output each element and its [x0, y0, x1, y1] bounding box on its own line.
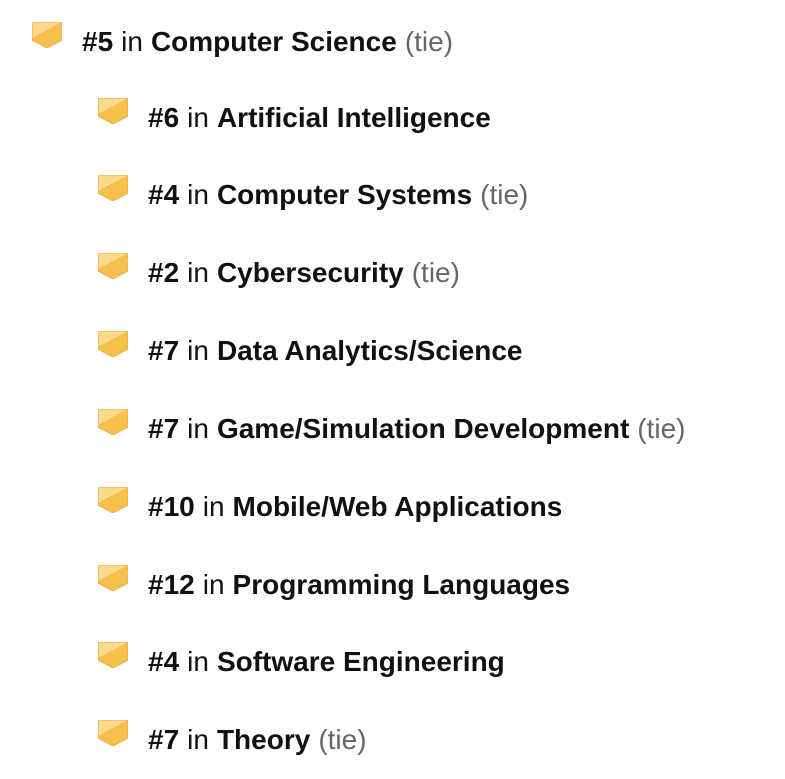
- category-link[interactable]: Computer Science: [150, 26, 397, 57]
- in-label: in: [187, 179, 209, 210]
- in-label: in: [187, 257, 209, 288]
- in-label: in: [187, 335, 209, 366]
- rank-number: #5: [82, 26, 114, 57]
- tie-label: (tie): [318, 724, 367, 755]
- rank-number: #7: [148, 413, 180, 444]
- in-label: in: [187, 724, 209, 755]
- ranking-badge-icon: [98, 331, 128, 357]
- ranking-item: #6 in Artificial Intelligence: [98, 98, 491, 138]
- category-link[interactable]: Programming Languages: [232, 569, 571, 600]
- ranking-item: #4 in Computer Systems (tie): [98, 175, 528, 215]
- ranking-item: #5 in Computer Science (tie): [32, 22, 453, 62]
- category-link[interactable]: Theory: [216, 724, 311, 755]
- ranking-badge-icon: [98, 642, 128, 668]
- rank-number: #4: [148, 179, 180, 210]
- category-link[interactable]: Mobile/Web Applications: [232, 491, 563, 522]
- category-link[interactable]: Software Engineering: [216, 646, 505, 677]
- in-label: in: [187, 646, 209, 677]
- tie-label: (tie): [404, 26, 454, 57]
- ranking-badge-icon: [98, 409, 128, 435]
- ranking-badge-icon: [98, 487, 128, 513]
- in-label: in: [187, 102, 209, 133]
- in-label: in: [202, 569, 225, 600]
- in-label: in: [121, 26, 143, 57]
- category-link[interactable]: Cybersecurity: [216, 257, 404, 288]
- ranking-badge-icon: [32, 22, 62, 48]
- tie-label: (tie): [637, 413, 686, 444]
- ranking-item: #7 in Theory (tie): [98, 720, 367, 760]
- rank-number: #4: [148, 646, 180, 677]
- ranking-item: #7 in Data Analytics/Science: [98, 331, 523, 371]
- tie-label: (tie): [411, 257, 460, 288]
- ranking-badge-icon: [98, 253, 128, 279]
- ranking-item: #2 in Cybersecurity (tie): [98, 253, 460, 293]
- in-label: in: [202, 491, 225, 522]
- ranking-item: #10 in Mobile/Web Applications: [98, 487, 562, 527]
- rank-number: #7: [148, 724, 180, 755]
- rank-number: #10: [148, 491, 195, 522]
- ranking-badge-icon: [98, 565, 128, 591]
- ranking-badge-icon: [98, 98, 128, 124]
- ranking-badge-icon: [98, 175, 128, 201]
- category-link[interactable]: Artificial Intelligence: [216, 102, 491, 133]
- rank-number: #2: [148, 257, 180, 288]
- category-link[interactable]: Data Analytics/Science: [216, 335, 523, 366]
- category-link[interactable]: Game/Simulation Development: [216, 413, 630, 444]
- ranking-item: #7 in Game/Simulation Development (tie): [98, 409, 686, 449]
- ranking-item: #12 in Programming Languages: [98, 565, 570, 605]
- rank-number: #12: [148, 569, 195, 600]
- ranking-badge-icon: [98, 720, 128, 746]
- tie-label: (tie): [480, 179, 529, 210]
- category-link[interactable]: Computer Systems: [216, 179, 473, 210]
- rank-number: #7: [148, 335, 180, 366]
- ranking-item: #4 in Software Engineering: [98, 642, 505, 682]
- rank-number: #6: [148, 102, 180, 133]
- in-label: in: [187, 413, 209, 444]
